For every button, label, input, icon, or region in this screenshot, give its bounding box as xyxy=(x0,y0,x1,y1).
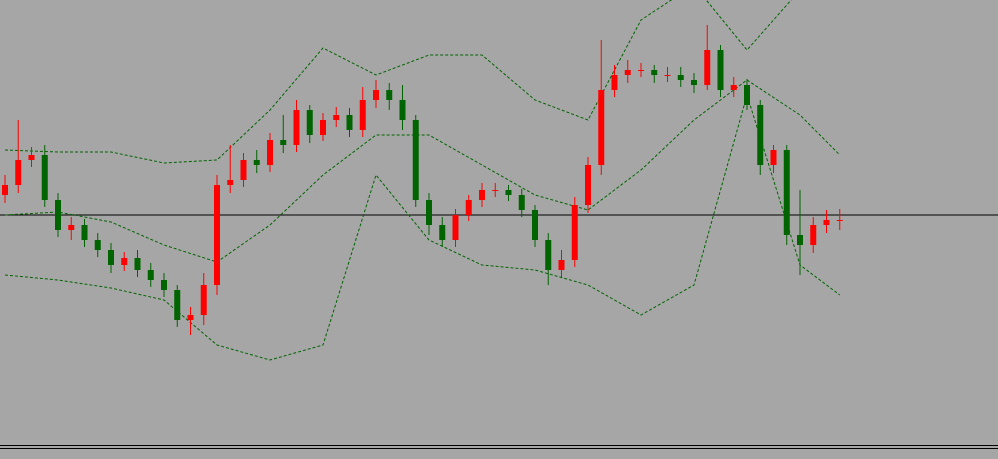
candle-body xyxy=(2,185,8,195)
candle-body xyxy=(253,160,260,165)
candle-body xyxy=(505,190,512,195)
candle-body xyxy=(134,258,141,270)
candle-body xyxy=(15,160,22,185)
candle-body xyxy=(412,120,419,200)
candle-body xyxy=(240,160,247,180)
candle-body xyxy=(691,80,697,85)
candle-body xyxy=(452,215,459,240)
candle-body xyxy=(518,195,525,210)
candle-body xyxy=(293,110,300,145)
candle-body xyxy=(770,150,777,165)
candle-body xyxy=(28,155,35,160)
candle-body xyxy=(757,105,764,165)
candle-body xyxy=(200,285,207,315)
candle-body xyxy=(664,75,671,76)
candle-body xyxy=(836,220,843,221)
candle-body xyxy=(121,258,128,265)
candle-body xyxy=(108,250,114,265)
band-lower xyxy=(4,93,841,361)
candle-body xyxy=(399,100,406,120)
candle-body xyxy=(439,225,446,240)
candle-body xyxy=(677,75,684,80)
candle-body xyxy=(147,270,154,280)
candle-body xyxy=(638,70,644,71)
band-upper xyxy=(4,0,792,164)
candle-body xyxy=(280,140,287,145)
candle-body xyxy=(320,120,326,135)
candle-body xyxy=(783,150,790,235)
candle-body xyxy=(532,210,538,240)
candle-body xyxy=(598,90,605,165)
candle-body xyxy=(492,190,499,191)
candle-body xyxy=(651,70,658,75)
candle-body xyxy=(744,85,750,105)
candle-body xyxy=(717,50,724,90)
candle-body xyxy=(267,140,273,165)
candle-body xyxy=(81,225,88,240)
candle-body xyxy=(373,90,379,100)
candle-body xyxy=(571,205,578,260)
candle-body xyxy=(214,185,220,285)
candle-body xyxy=(386,90,393,100)
candle-body xyxy=(346,115,353,130)
candle-body xyxy=(161,280,167,290)
candle-body xyxy=(797,235,803,245)
candle-body xyxy=(545,240,552,270)
candle-body xyxy=(306,110,313,135)
candle-body xyxy=(68,225,75,230)
candle-body xyxy=(810,225,817,245)
candle-body xyxy=(558,260,565,270)
candle-body xyxy=(187,315,194,320)
candle-body xyxy=(823,220,830,225)
candle-body xyxy=(55,200,61,230)
candle-body xyxy=(479,190,485,200)
candle-body xyxy=(624,70,631,75)
candle-body xyxy=(704,50,711,85)
candle-body xyxy=(333,115,340,120)
candle-body xyxy=(730,85,737,90)
candle-body xyxy=(465,200,472,215)
candle-body xyxy=(227,180,234,185)
candle-body xyxy=(359,100,366,130)
candle-body xyxy=(94,240,101,250)
candle-body xyxy=(41,155,48,200)
band-middle xyxy=(4,79,841,263)
candle-body xyxy=(174,290,181,320)
candle-body xyxy=(611,75,618,90)
candle-body xyxy=(585,165,591,205)
candle-body xyxy=(426,200,432,225)
